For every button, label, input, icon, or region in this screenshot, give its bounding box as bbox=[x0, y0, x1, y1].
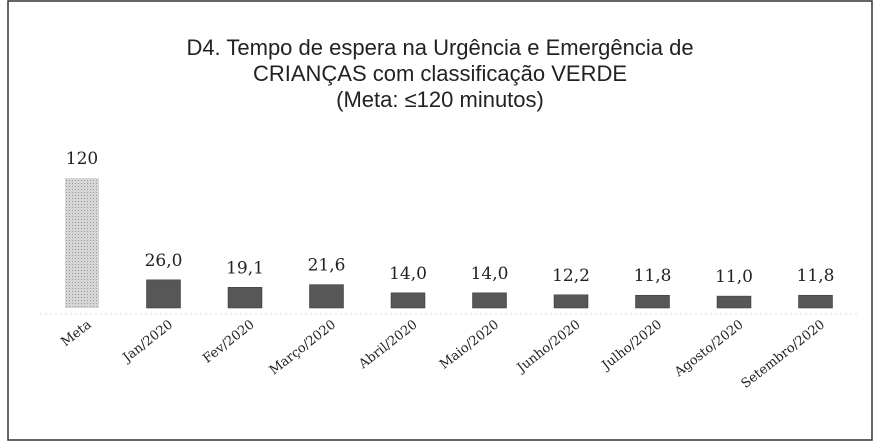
bar bbox=[472, 292, 507, 309]
value-label: 26,0 bbox=[145, 251, 183, 271]
bar bbox=[65, 178, 99, 308]
value-label: 19,1 bbox=[226, 258, 264, 278]
chart-title: (Meta: ≤120 minutos) bbox=[336, 87, 544, 112]
frame bbox=[7, 0, 873, 441]
bar bbox=[635, 294, 670, 309]
bar bbox=[798, 294, 833, 309]
value-label: 12,2 bbox=[552, 266, 590, 286]
chart-title: CRIANÇAS com classificação VERDE bbox=[253, 61, 627, 86]
bar bbox=[146, 279, 181, 309]
bar bbox=[716, 295, 752, 309]
value-label: 14,0 bbox=[471, 264, 509, 284]
value-label: 14,0 bbox=[389, 264, 427, 284]
value-label: 11,8 bbox=[797, 266, 835, 286]
value-label: 11,8 bbox=[634, 266, 672, 286]
value-label: 21,6 bbox=[308, 256, 346, 276]
bar bbox=[309, 284, 344, 309]
value-label: 120 bbox=[66, 149, 98, 169]
bar bbox=[553, 294, 589, 309]
chart-title: D4. Tempo de espera na Urgência e Emergê… bbox=[186, 35, 693, 60]
bar bbox=[390, 292, 426, 309]
value-label: 11,0 bbox=[715, 267, 753, 287]
bar bbox=[227, 287, 263, 309]
